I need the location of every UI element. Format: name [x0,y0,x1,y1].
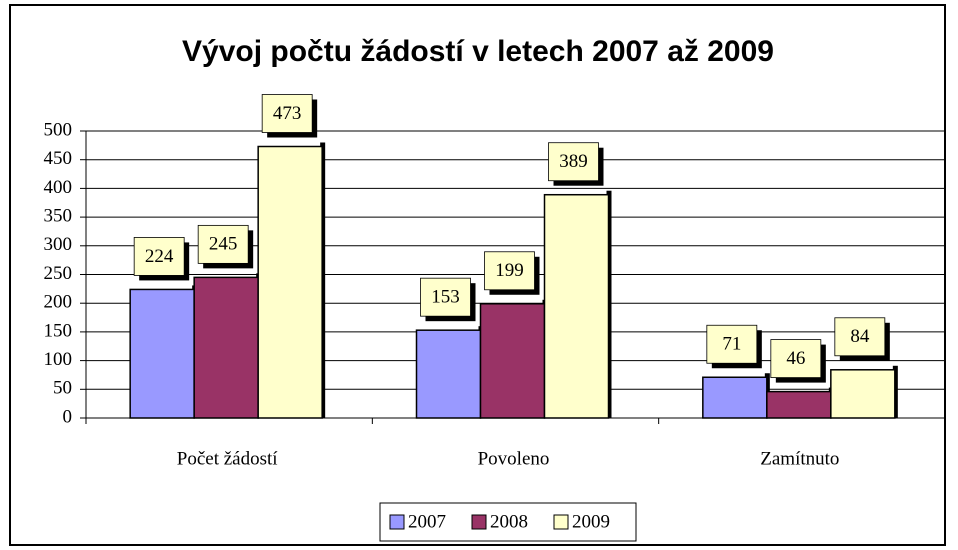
bar [830,369,896,419]
bar [479,303,546,419]
y-tick-label: 300 [44,234,73,255]
data-label: 389 [559,151,588,172]
legend-box [379,502,637,542]
y-tick-label: 0 [63,406,73,427]
legend-label: 2007 [408,511,446,532]
y-tick-label: 50 [53,378,72,399]
y-tick-label: 400 [44,177,73,198]
label-box [770,339,822,378]
label-box [834,317,886,357]
chart-title: Vývoj počtu žádostí v letech 2007 až 200… [182,35,774,68]
data-label: 199 [495,260,524,281]
legend-swatch [471,514,487,530]
label-box [706,324,758,364]
bar [129,288,195,419]
y-tick-label: 450 [44,148,73,169]
bar [415,329,482,419]
legend-label: 2008 [490,511,528,532]
bar [257,145,323,419]
label-box [197,224,249,264]
bar [766,390,832,419]
legend-swatch [389,514,405,530]
y-tick-label: 200 [44,292,73,313]
bar [543,193,610,419]
y-tick-label: 150 [44,320,73,341]
label-box [261,94,313,133]
data-label: 224 [145,246,174,267]
x-tick-label: Počet žádostí [177,448,279,469]
data-label: 245 [209,234,238,255]
data-label: 153 [431,287,460,308]
label-box [133,237,185,276]
bar [702,376,768,419]
legend-label: 2009 [572,511,610,532]
label-box [548,142,599,182]
y-tick-label: 350 [44,205,73,226]
label-box [420,277,471,317]
y-tick-label: 250 [44,263,73,284]
y-tick-label: 100 [44,349,73,370]
x-tick-label: Povoleno [478,448,550,469]
label-box [484,251,535,291]
x-tick-label: Zamítnuto [760,448,839,469]
data-label: 84 [850,326,870,347]
bar [193,276,259,419]
y-tick-label: 500 [44,119,73,140]
data-label: 46 [786,348,805,369]
data-label: 71 [722,334,741,355]
legend-swatch [553,514,569,530]
data-label: 473 [273,103,302,124]
